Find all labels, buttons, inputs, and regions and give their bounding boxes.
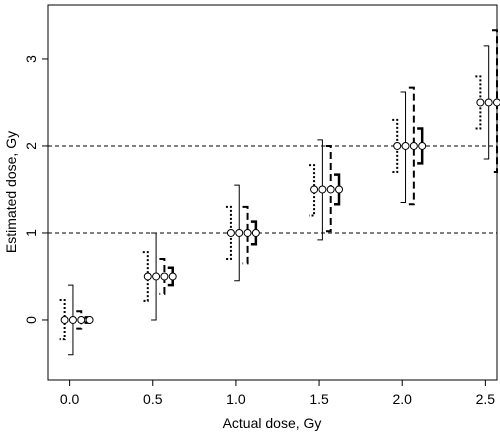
point bbox=[394, 142, 401, 149]
point bbox=[485, 99, 492, 106]
point bbox=[252, 229, 259, 236]
point bbox=[327, 186, 334, 193]
y-tick-label: 0 bbox=[23, 316, 39, 324]
x-tick-label: 0.5 bbox=[143, 391, 163, 407]
y-tick-label: 2 bbox=[23, 142, 39, 150]
x-axis-label: Actual dose, Gy bbox=[223, 415, 322, 431]
point bbox=[244, 229, 251, 236]
point bbox=[161, 273, 168, 280]
point bbox=[61, 316, 68, 323]
point bbox=[311, 186, 318, 193]
y-tick-label: 1 bbox=[23, 229, 39, 237]
point bbox=[86, 316, 93, 323]
x-tick-label: 2.5 bbox=[476, 391, 496, 407]
point bbox=[336, 186, 343, 193]
point bbox=[319, 186, 326, 193]
y-tick-label: 3 bbox=[23, 55, 39, 63]
point bbox=[402, 142, 409, 149]
x-tick-label: 1.5 bbox=[309, 391, 329, 407]
point bbox=[69, 316, 76, 323]
x-tick-label: 2.0 bbox=[392, 391, 412, 407]
point bbox=[494, 99, 500, 106]
point bbox=[227, 229, 234, 236]
point bbox=[477, 99, 484, 106]
point bbox=[153, 273, 160, 280]
y-axis-label: Estimated dose, Gy bbox=[3, 131, 19, 253]
point bbox=[169, 273, 176, 280]
x-tick-label: 1.0 bbox=[226, 391, 246, 407]
point bbox=[236, 229, 243, 236]
point bbox=[78, 316, 85, 323]
point bbox=[410, 142, 417, 149]
x-tick-label: 0.0 bbox=[60, 391, 80, 407]
plot-frame bbox=[48, 5, 497, 380]
point bbox=[144, 273, 151, 280]
point bbox=[419, 142, 426, 149]
